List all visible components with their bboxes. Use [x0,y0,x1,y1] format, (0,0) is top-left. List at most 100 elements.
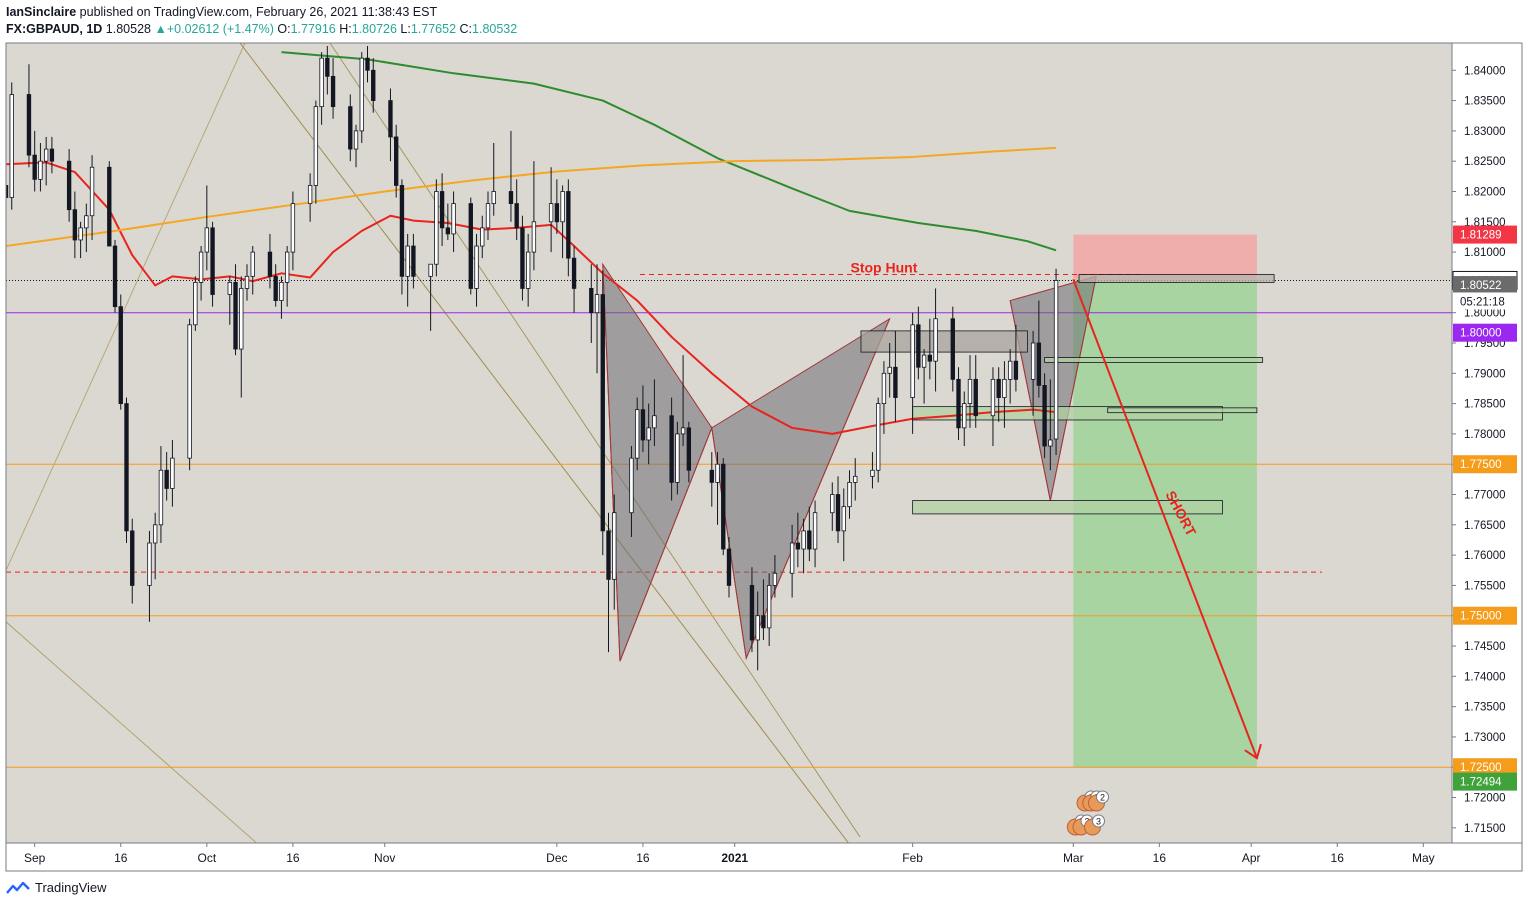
time-tick-label: 16 [1331,851,1345,865]
candle-body [290,203,296,253]
price-label-text: 1.75000 [1460,611,1502,623]
candle-body [1048,439,1053,447]
sr-zone [1044,357,1264,363]
time-tick-label: Sep [24,851,46,865]
price-tick-label: 1.77000 [1464,490,1506,502]
price-tick-label: 1.73000 [1464,732,1506,744]
candle-body [307,185,313,205]
trend-line [6,621,258,843]
candle-body [78,227,83,241]
sr-zone [1107,407,1258,414]
candle-body [38,160,43,180]
price-tick-label: 1.78000 [1464,429,1506,441]
countdown-text: 05:21:18 [1460,296,1505,308]
price-label-box [1453,772,1517,791]
candle-body [428,263,433,277]
price-tick-label: 1.73500 [1464,702,1506,714]
candle-body [1007,360,1013,380]
candle-body [554,203,560,223]
candle-body [646,427,651,441]
candle-body [313,106,319,186]
candle-body [107,166,112,247]
candle-body [187,324,192,459]
candle-body [721,463,726,550]
candle-body [330,75,336,108]
time-tick-label: Nov [374,851,395,865]
chart-frame [5,42,1523,872]
candle-body [66,160,72,211]
high-value: 1.80726 [351,22,397,36]
price-label-box [1453,323,1517,342]
candle-body [491,191,496,205]
candle-body [571,257,577,289]
moving-average-line [281,51,1057,252]
candle-body [893,366,898,398]
sr-zone [860,330,1028,353]
brand-name[interactable]: TradingView [35,880,107,895]
candle-body [841,506,846,532]
candle-body [279,281,284,301]
candle-body [445,227,451,235]
candle-body [6,185,9,198]
candle-body [451,203,456,235]
candle-body [887,366,892,374]
candle-body [669,415,674,483]
candle-body [284,251,290,283]
last-price: 1.80528 [105,22,151,36]
candle-body [118,306,123,405]
time-tick-label: 2021 [721,851,748,865]
time-tick-label: Oct [197,851,216,865]
candle-body [26,94,32,156]
candle-body [394,136,399,186]
low-label: L: [400,22,411,36]
candle-body [1042,385,1047,447]
candle-body [548,203,554,223]
candle-body [910,324,915,398]
candle-body [749,585,755,641]
candle-body [766,585,772,629]
candle-body [755,615,760,641]
candle-body [130,530,135,586]
candle-body [204,227,210,253]
candle-body [147,542,152,586]
candle-body [594,294,600,314]
author-name[interactable]: IanSinclaire [6,5,77,19]
candle-body [227,281,232,295]
candle-body [480,227,485,247]
time-tick-label: Feb [902,851,923,865]
price-label-text: 1.77500 [1460,459,1502,471]
candle-body [927,354,933,362]
price-label-text: 1.80522 [1460,280,1502,292]
candle-body [680,427,686,435]
candle-body [124,403,129,532]
time-tick-label: Dec [546,851,567,865]
price-tick-label: 1.72000 [1464,793,1506,805]
candle-body [43,148,49,162]
price-label-box [1453,225,1517,244]
plot-layer: Stop HuntSHORT222223 [6,43,1452,843]
low-value: 1.77652 [410,22,457,36]
candle-body [164,469,169,489]
time-tick-label: 16 [114,851,128,865]
price-tick-label: 1.75500 [1464,580,1506,592]
candle-body [508,191,514,205]
tradingview-logo-icon [6,881,30,894]
price-tick-label: 1.78500 [1464,399,1506,411]
candle-body [686,427,692,471]
candle-body [359,57,364,132]
trend-line [329,43,861,838]
candle-body [399,185,405,277]
close-label: C: [459,22,473,36]
candle-body [600,294,605,532]
candle-body [158,469,164,526]
candle-body [629,457,634,514]
candle-body [485,203,491,229]
candle-body [153,524,158,544]
candle-body [49,148,55,162]
publish-line: IanSinclaire published on TradingView.co… [6,4,517,21]
candle-body [973,378,978,417]
symbol-label[interactable]: FX:GBPAUD, 1D [6,22,103,36]
candle-body [411,245,416,277]
candle-body [726,548,732,586]
